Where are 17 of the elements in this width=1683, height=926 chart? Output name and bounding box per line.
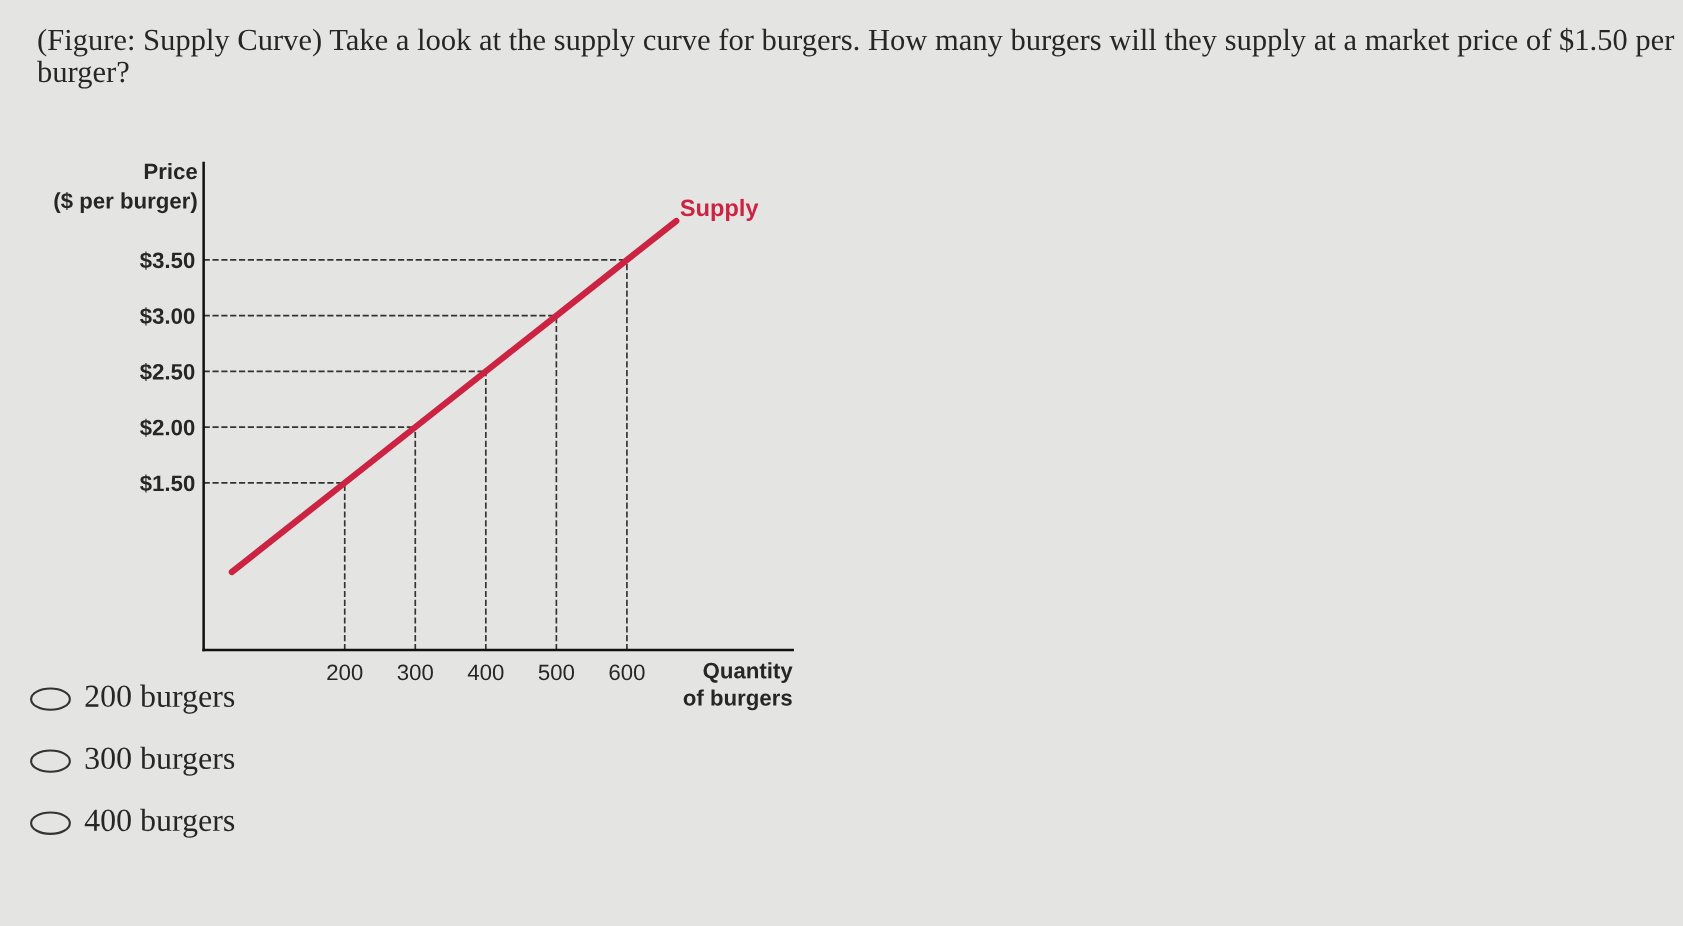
y-tick-label: $1.50 bbox=[140, 474, 195, 493]
x-axis-title: Quantity of burgers bbox=[683, 662, 793, 711]
text: 300 burgers bbox=[85, 746, 235, 776]
y-tick-label: $3.00 bbox=[140, 307, 195, 326]
x-tick-label: 300 bbox=[397, 664, 433, 681]
text: (Figure: Supply Curve) Take a look at the supply curve for burgers. How many burgers will they supply at a market price of $1.50 per burger? bbox=[37, 27, 1675, 89]
text: 400 burgers bbox=[84, 808, 235, 838]
y-tick-label: $2.00 bbox=[140, 418, 195, 437]
x-tick-label: 500 bbox=[538, 664, 575, 681]
y-axis-title: Price ($ per burger) bbox=[54, 162, 197, 214]
text: 200 burgers bbox=[85, 684, 235, 714]
x-tick-label: 200 bbox=[327, 664, 363, 681]
y-tick-label: $2.50 bbox=[140, 362, 195, 382]
y-tick-label: $3.50 bbox=[140, 251, 195, 270]
x-tick-label: 400 bbox=[467, 664, 504, 681]
series-label: Supply bbox=[680, 198, 759, 221]
x-tick-label: 600 bbox=[609, 664, 645, 681]
